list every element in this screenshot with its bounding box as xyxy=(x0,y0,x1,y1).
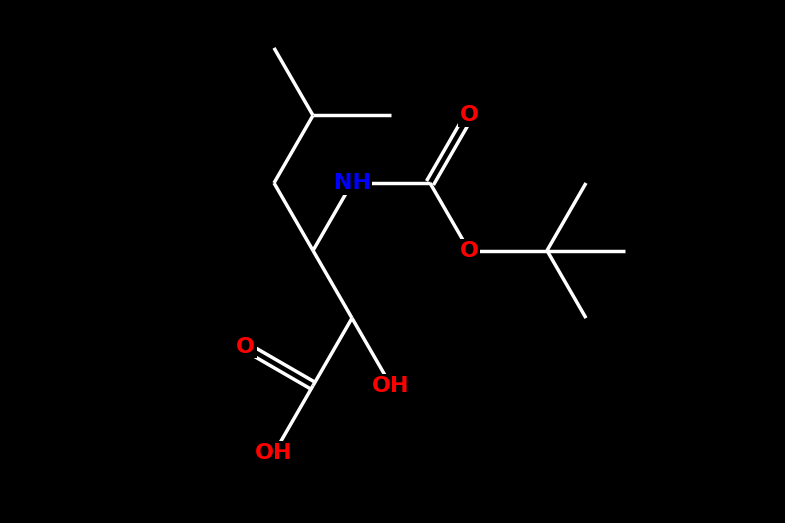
Text: OH: OH xyxy=(372,376,410,396)
Text: O: O xyxy=(459,106,479,126)
Text: OH: OH xyxy=(255,443,293,463)
Text: O: O xyxy=(459,241,479,260)
Text: O: O xyxy=(236,337,255,357)
Text: NH: NH xyxy=(334,173,371,193)
